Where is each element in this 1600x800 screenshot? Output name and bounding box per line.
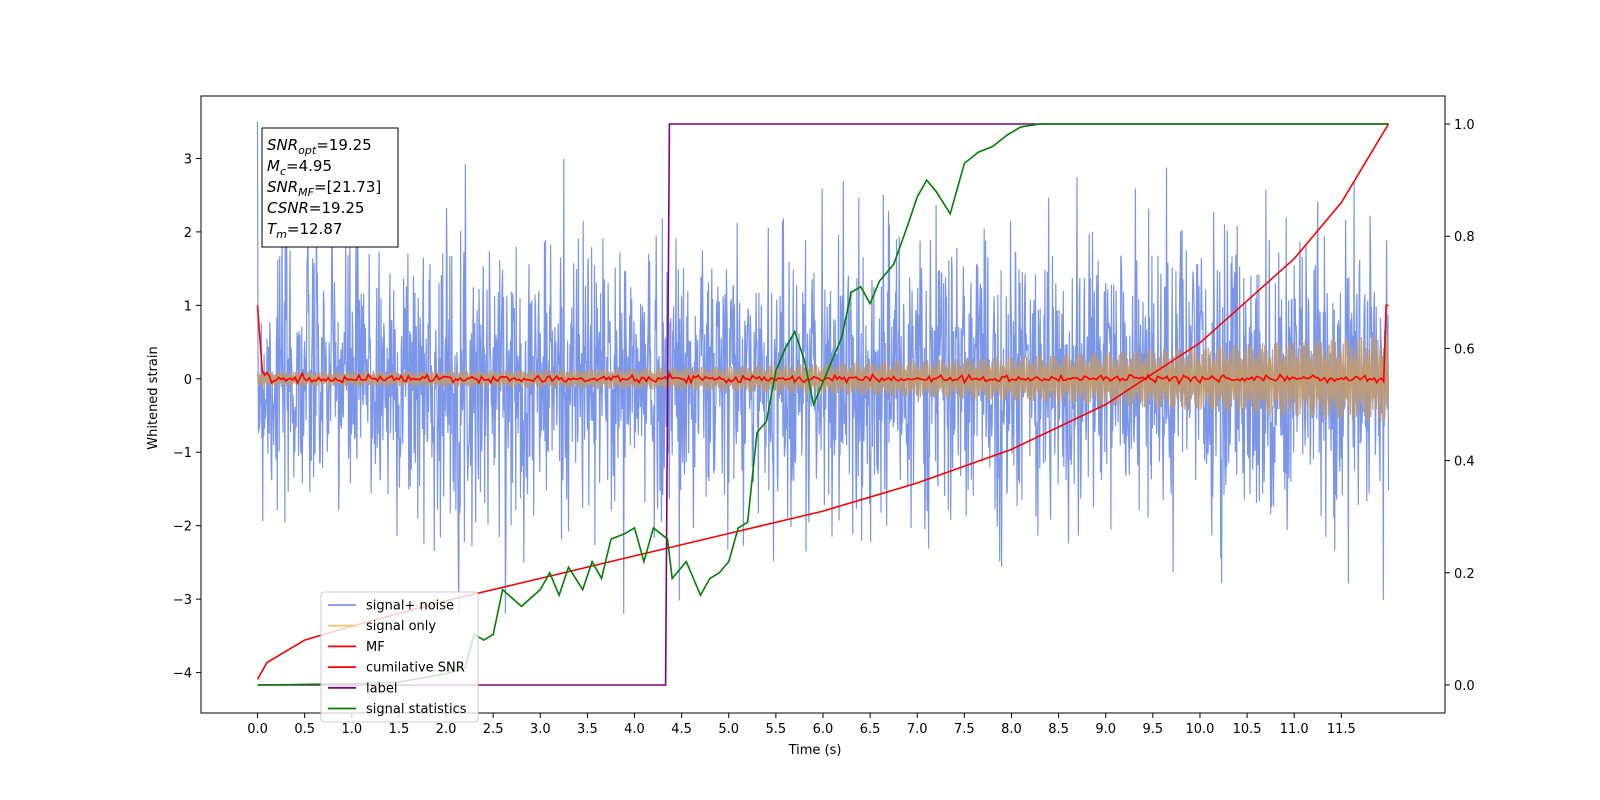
x-tick-label: 2.0: [436, 722, 457, 737]
info-line: CSNR=19.25: [267, 199, 364, 217]
x-tick-label: 2.5: [483, 722, 504, 737]
info-line: SNRopt=19.25: [267, 136, 372, 157]
y-right-tick-label: 0.2: [1454, 567, 1475, 582]
x-tick-label: 6.0: [813, 722, 834, 737]
x-tick-label: 1.0: [341, 722, 362, 737]
legend-label: signal+ noise: [366, 599, 454, 614]
y-left-tick-label: 0: [184, 373, 192, 388]
x-tick-label: 3.5: [577, 722, 598, 737]
axes: 0.0 0.5 1.0 1.5 2.0 2.5 3.0 3.5 4.0 4.5 5.0 5.5 6.0 6…: [173, 95, 1475, 737]
series-signal-only-line: [256, 335, 1390, 422]
legend-frame: [320, 591, 479, 723]
x-tick-label: 10.5: [1233, 722, 1262, 737]
x-tick-label: 5.5: [766, 722, 787, 737]
x-tick-label: 1.5: [389, 722, 410, 737]
info-line: Mc=4.95: [267, 157, 332, 178]
y-left-tick-label: −1: [173, 446, 192, 461]
legend-label: signal statistics: [366, 702, 467, 717]
x-tick-label: 9.0: [1095, 722, 1116, 737]
series-signal-noise-line: [256, 121, 1390, 614]
x-tick-label: 7.5: [954, 722, 975, 737]
x-tick-label: 3.0: [530, 722, 551, 737]
y-right-tick-label: 0.6: [1454, 342, 1475, 357]
y-right-tick-label: 0.0: [1454, 679, 1475, 694]
x-tick-label: 4.5: [671, 722, 692, 737]
x-tick-label: 9.5: [1143, 722, 1164, 737]
info-box: SNRopt=19.25Mc=4.95SNRMF=[21.73]CSNR=19.…: [261, 127, 399, 248]
x-tick-label: 7.0: [907, 722, 928, 737]
y-left-tick-label: −2: [173, 520, 192, 535]
legend-label: MF: [366, 640, 385, 655]
legend-label: label: [366, 681, 397, 696]
y-right-tick-label: 0.8: [1454, 230, 1475, 245]
y-axis-label: Whitened strain: [146, 346, 161, 449]
x-tick-label: 11.5: [1327, 722, 1356, 737]
y-left-tick-label: −3: [173, 593, 192, 608]
x-tick-label: 10.0: [1185, 722, 1214, 737]
x-tick-label: 5.0: [718, 722, 739, 737]
x-tick-label: 0.5: [294, 722, 315, 737]
x-tick-label: 8.0: [1001, 722, 1022, 737]
info-box-frame: [261, 127, 399, 248]
x-tick-label: 11.0: [1280, 722, 1309, 737]
legend-label: signal only: [366, 619, 436, 634]
y-left-tick-label: 2: [184, 226, 192, 241]
x-axis-label: Time (s): [788, 743, 842, 758]
y-right-tick-label: 0.4: [1454, 455, 1475, 470]
y-left-tick-label: 1: [184, 299, 192, 314]
series-signal-statistics-line: [257, 123, 1389, 686]
info-line: SNRMF=[21.73]: [267, 178, 381, 199]
y-left-tick-label: −4: [173, 667, 192, 682]
x-tick-label: 6.5: [860, 722, 881, 737]
legend-label: cumilative SNR: [366, 661, 465, 676]
y-right-tick-label: 1.0: [1454, 118, 1475, 133]
x-tick-label: 8.5: [1048, 722, 1069, 737]
legend: signal+ noise signal only MF cumilative SNR…: [320, 591, 479, 723]
x-tick-label: 0.0: [247, 722, 268, 737]
y-left-tick-label: 3: [184, 152, 192, 167]
info-line: Tm=12.87: [267, 220, 342, 241]
x-tick-label: 4.0: [624, 722, 645, 737]
